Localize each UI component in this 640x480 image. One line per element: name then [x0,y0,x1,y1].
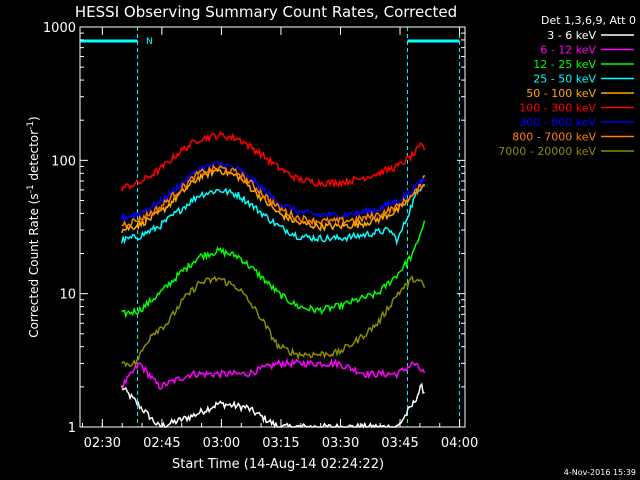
flag-label: N [146,37,153,47]
legend-label-5: 100 - 300 keV [519,102,596,115]
x-axis: 02:30 02:45 03:00 03:15 03:30 03:45 04:00 [82,27,478,451]
x-tick-label-4: 03:30 [322,436,359,451]
x-tick-label-5: 03:45 [381,436,418,451]
legend-label-8: 7000 - 20000 keV [498,145,596,158]
legend-header: Det 1,3,6,9, Att 0 [541,14,636,27]
series-line-0 [120,382,425,429]
y-axis-label-end: ) [27,116,41,121]
y-tick-label-1: 10 [59,288,76,303]
series-line-7 [121,164,426,227]
x-tick-label-3: 03:15 [262,436,299,451]
legend-label-7: 800 - 7000 keV [512,131,596,144]
x-tick-label-2: 03:00 [203,436,240,451]
legend-label-3: 25 - 50 keV [533,73,596,86]
x-tick-label-0: 02:30 [84,436,121,451]
y-tick-label-2: 100 [51,154,76,169]
y-axis-label-sup1: -1 [26,184,36,193]
chart-title: HESSI Observing Summary Count Rates, Cor… [75,3,457,21]
series-layer [120,130,426,429]
series-line-8 [121,274,426,368]
y-axis: 1 10 100 1000 [43,21,465,436]
y-axis-label-mid: detector [27,130,41,185]
legend-label-6: 300 - 800 keV [519,116,596,129]
plot-frame [79,26,466,428]
y-axis-label-main: Corrected Count Rate (s [27,193,41,337]
timestamp: 4-Nov-2016 15:39 [564,468,636,477]
y-axis-label-sup2: -1 [26,121,36,130]
series-line-1 [121,357,426,390]
series-line-2 [121,220,426,319]
legend-label-4: 50 - 100 keV [526,87,596,100]
x-axis-label: Start Time (14-Aug-14 02:24:22) [172,457,384,472]
legend-label-0: 3 - 6 keV [547,29,596,42]
series-line-5 [120,130,426,192]
x-tick-label-6: 04:00 [441,436,478,451]
series-line-3 [120,183,426,246]
x-tick-label-1: 02:45 [143,436,180,451]
legend-label-1: 6 - 12 keV [540,44,596,57]
legend-label-2: 12 - 25 keV [533,58,596,71]
y-tick-label-3: 1000 [43,21,76,36]
y-axis-label: Corrected Count Rate (s-1 detector-1) [26,116,41,337]
y-tick-label-0: 1 [68,421,76,436]
series-line-6 [120,161,426,223]
